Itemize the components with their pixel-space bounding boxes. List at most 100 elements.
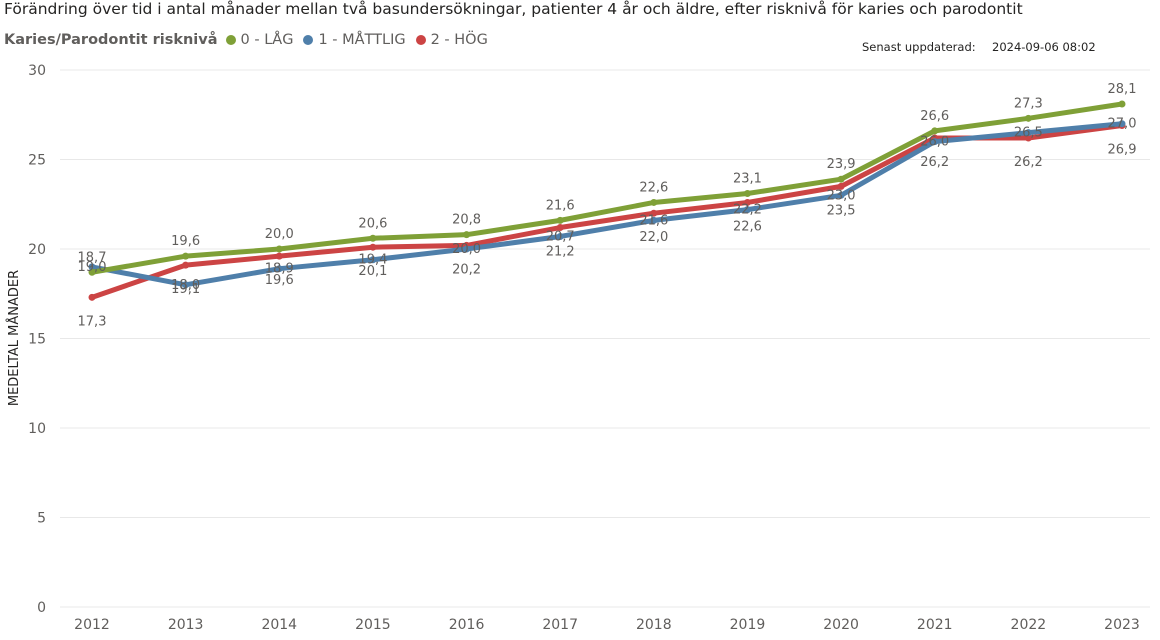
- x-tick-label: 2017: [542, 617, 578, 633]
- data-label: 27,0: [1108, 117, 1137, 132]
- data-label: 28,1: [1108, 82, 1137, 97]
- data-point[interactable]: [1024, 129, 1032, 137]
- data-label: 23,0: [827, 188, 856, 203]
- data-label: 18,7: [78, 250, 107, 265]
- data-label: 21,6: [546, 198, 575, 213]
- data-point[interactable]: [88, 263, 96, 271]
- legend-item-hog[interactable]: 2 - HÖG: [415, 32, 488, 48]
- data-label: 19,6: [265, 273, 294, 288]
- x-tick-label: 2023: [1104, 617, 1140, 633]
- data-label: 26,2: [920, 155, 949, 170]
- data-label: 20,1: [358, 264, 387, 279]
- data-point[interactable]: [275, 265, 283, 273]
- data-label: 26,0: [920, 135, 949, 150]
- data-point[interactable]: [931, 127, 939, 135]
- data-point[interactable]: [556, 216, 564, 224]
- y-axis: 0 5 10 15 20 25 30: [28, 63, 46, 616]
- legend-dot-icon: [303, 35, 314, 45]
- data-point[interactable]: [931, 138, 939, 146]
- data-point[interactable]: [743, 198, 751, 206]
- data-point[interactable]: [650, 216, 658, 224]
- data-point[interactable]: [88, 293, 96, 301]
- data-label: 21,6: [639, 213, 668, 228]
- data-point[interactable]: [1118, 100, 1126, 108]
- data-label: 22,6: [733, 219, 762, 234]
- data-point[interactable]: [837, 191, 845, 199]
- legend: Karies/Parodontit risknivå 0 - LÅG 1 - M…: [4, 32, 498, 48]
- x-tick-label: 2012: [74, 617, 110, 633]
- data-labels: 18,7 19,6 20,0 20,6 20,8 21,6 22,6 23,1 23,9 26,6…: [78, 82, 1137, 329]
- data-label: 23,5: [827, 203, 856, 218]
- series-line-0[interactable]: [89, 101, 1125, 275]
- data-label: 20,7: [546, 229, 575, 244]
- data-point[interactable]: [88, 268, 96, 276]
- data-label: 20,0: [452, 242, 481, 257]
- x-tick-label: 2021: [917, 617, 953, 633]
- data-label: 20,0: [265, 227, 294, 242]
- y-tick-label: 0: [37, 600, 46, 616]
- legend-dot-icon: [415, 35, 426, 45]
- data-label: 22,2: [733, 203, 762, 218]
- data-point[interactable]: [182, 252, 190, 260]
- series-lines: [88, 100, 1126, 301]
- x-tick-label: 2020: [823, 617, 859, 633]
- gridlines: [60, 69, 1150, 608]
- x-tick-label: 2014: [261, 617, 297, 633]
- data-label: 22,6: [639, 180, 668, 195]
- data-point[interactable]: [369, 234, 377, 242]
- y-tick-label: 15: [28, 332, 46, 348]
- data-label: 22,0: [639, 230, 668, 245]
- data-point[interactable]: [1024, 114, 1032, 122]
- chart-title: Förändring över tid i antal månader mell…: [4, 0, 1023, 18]
- data-label: 18,9: [265, 262, 294, 277]
- legend-label: 2 - HÖG: [430, 32, 488, 48]
- updated-label: Senast uppdaterad:: [862, 40, 976, 54]
- legend-dot-icon: [225, 35, 236, 45]
- x-tick-label: 2016: [449, 617, 485, 633]
- data-point[interactable]: [1024, 134, 1032, 142]
- x-tick-label: 2022: [1011, 617, 1047, 633]
- data-point[interactable]: [650, 198, 658, 206]
- data-label: 27,3: [1014, 96, 1043, 111]
- data-label: 19,1: [171, 282, 200, 297]
- data-label: 23,1: [733, 172, 762, 187]
- data-label: 26,9: [1108, 142, 1137, 157]
- data-point[interactable]: [369, 256, 377, 264]
- data-point[interactable]: [275, 245, 283, 253]
- y-tick-label: 30: [28, 63, 46, 79]
- data-point[interactable]: [463, 231, 471, 239]
- y-tick-label: 20: [28, 242, 46, 258]
- data-label: 19,6: [171, 234, 200, 249]
- data-point[interactable]: [556, 224, 564, 232]
- data-point[interactable]: [463, 245, 471, 253]
- data-label: 26,6: [920, 109, 949, 124]
- x-tick-label: 2013: [168, 617, 204, 633]
- data-point[interactable]: [275, 252, 283, 260]
- legend-label: 1 - MÅTTLIG: [318, 32, 406, 48]
- legend-item-lag[interactable]: 0 - LÅG: [225, 32, 293, 48]
- legend-title: Karies/Parodontit risknivå: [4, 32, 218, 48]
- data-point[interactable]: [837, 175, 845, 183]
- data-point[interactable]: [182, 281, 190, 289]
- data-label: 17,3: [78, 314, 107, 329]
- data-point[interactable]: [837, 182, 845, 190]
- data-point[interactable]: [650, 209, 658, 217]
- data-point[interactable]: [556, 232, 564, 240]
- data-point[interactable]: [182, 261, 190, 269]
- y-tick-label: 5: [37, 511, 46, 527]
- data-point[interactable]: [743, 190, 751, 198]
- data-label: 19,4: [358, 253, 387, 268]
- data-point[interactable]: [1118, 120, 1126, 128]
- data-label: 20,8: [452, 213, 481, 228]
- x-tick-label: 2018: [636, 617, 672, 633]
- data-label: 20,6: [358, 216, 387, 231]
- y-tick-label: 25: [28, 153, 46, 169]
- data-point[interactable]: [369, 243, 377, 251]
- data-point[interactable]: [743, 206, 751, 214]
- data-label: 21,2: [546, 245, 575, 260]
- x-tick-label: 2015: [355, 617, 391, 633]
- data-label: 19,0: [78, 260, 107, 275]
- series-line-1[interactable]: [89, 121, 1125, 288]
- legend-item-mattlig[interactable]: 1 - MÅTTLIG: [303, 32, 406, 48]
